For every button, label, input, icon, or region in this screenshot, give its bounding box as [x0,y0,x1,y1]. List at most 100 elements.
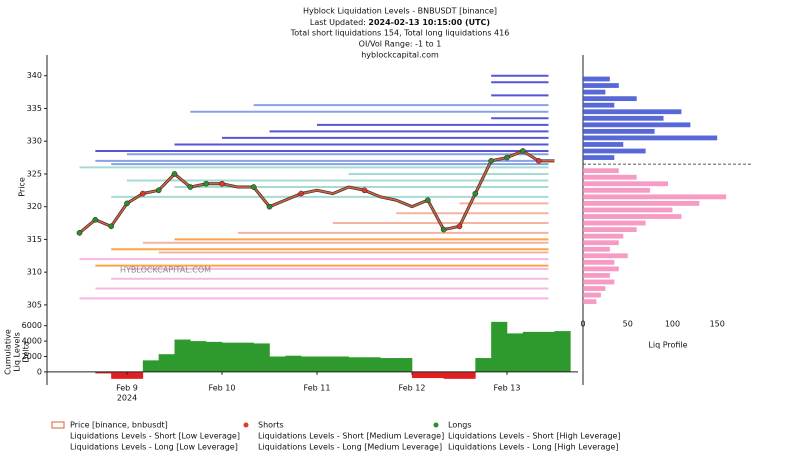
long-marker [76,230,83,236]
delta-bar [237,342,254,372]
profile-bar [583,253,628,259]
profile-bar [583,142,624,147]
legend-swatch [433,422,439,428]
long-marker [266,203,273,210]
long-marker [187,184,194,190]
short-marker [456,223,463,230]
delta-bar [459,371,476,379]
long-marker [124,200,130,207]
long-marker [203,180,210,187]
x-tick-label: Feb 12 [399,384,426,393]
profile-bar [583,96,637,102]
profile-bar [583,207,673,213]
profile-bar [583,266,619,272]
profile-bar [583,259,615,265]
delta-bar [190,341,207,372]
delta-bar [301,356,318,372]
delta-bar [538,331,555,372]
legend-label: Longs [448,421,472,430]
delta-y-tick-label: 6000 [22,321,42,330]
y-tick-label: 325 [27,169,42,178]
delta-bar [443,371,460,379]
long-marker [108,223,115,230]
delta-bar [253,343,270,372]
delta-bar [142,360,159,372]
profile-bar [583,122,691,128]
long-marker [250,184,257,190]
delta-bar [222,342,239,372]
profile-bar [583,109,682,115]
delta-bar [412,371,429,379]
last-updated-value: 2024-02-13 10:15:00 (UTC) [368,18,490,27]
profile-bar [583,299,597,305]
delta-bar [111,371,128,379]
profile-bar [583,168,619,174]
legend-label: Liquidations Levels - Long [High Leverag… [448,443,618,452]
long-marker [440,226,447,233]
legend-label: Price [binance, bnbusdt] [70,421,168,430]
profile-bar [583,115,664,121]
y-tick-label: 315 [27,235,42,244]
profile-x-tick-label: 50 [623,320,633,329]
delta-y-tick-label: 2000 [22,352,42,361]
subtitle: Total short liquidations 154, Total long… [290,29,510,38]
short-marker [219,180,225,187]
legend-swatch [51,421,65,429]
delta-bar [206,341,223,372]
profile-bar [583,194,727,200]
profile-bar [583,220,646,226]
long-marker [155,187,162,194]
delta-y-tick-label: 4000 [22,337,42,346]
profile-x-tick-label: 100 [665,320,680,329]
long-marker [504,154,510,161]
delta-bar [380,358,397,372]
profile-bar [583,286,606,291]
delta-bar [475,358,492,372]
profile-bar [583,201,700,206]
profile-bar [583,240,619,246]
legend-label: Shorts [258,421,284,430]
y-tick-label: 340 [27,71,42,80]
last-updated-label: Last Updated: [310,18,366,27]
profile-x-tick-label: 0 [580,320,585,329]
profile-bar [583,128,655,134]
profile-x-label: Liq Profile [648,341,687,350]
subtitle: hyblockcapital.com [361,51,439,60]
profile-bar [583,76,610,82]
long-marker [472,190,479,197]
delta-bar [396,358,413,372]
short-marker [535,157,542,164]
y-tick-label: 305 [27,300,42,309]
long-marker [424,197,431,203]
long-marker [488,157,495,164]
delta-y-label: Cumulative Liq Levels Delta [4,329,31,375]
long-marker [171,171,178,177]
x-tick-label: Feb 13 [494,384,521,393]
profile-bar [583,102,615,108]
y-axis-label: Price [18,177,27,197]
chart-title: Hyblock Liquidation Levels - BNBUSDT [bi… [303,7,497,16]
delta-bar [427,371,444,379]
delta-y-tick-label: 0 [37,367,42,376]
x-tick-label: Feb 11 [304,384,331,393]
delta-y-label-line: Cumulative [4,329,13,375]
profile-bar [583,83,619,88]
y-tick-label: 330 [27,137,42,146]
profile-bar [583,292,601,298]
delta-bar [158,354,175,372]
x-year-label: 2024 [117,394,137,403]
subtitle: OI/Vol Range: -1 to 1 [359,40,442,49]
delta-bar [522,331,539,372]
legend-swatch [243,422,249,428]
watermark: HYBLOCKCAPITAL.COM [120,266,211,275]
long-marker [92,216,99,223]
delta-bar [174,339,191,372]
short-marker [361,187,368,194]
y-tick-label: 335 [27,104,42,113]
legend-label: Liquidations Levels - Short [Medium Leve… [258,432,444,441]
profile-bar [583,214,682,219]
profile-bar [583,279,615,285]
legend-label: Liquidations Levels - Short [High Levera… [448,432,621,441]
plot-area: 305 310 315 320 325 330 335 340 0 2000 4000 6000 Feb… [22,55,753,393]
x-tick-label: Feb 9 [116,384,138,393]
